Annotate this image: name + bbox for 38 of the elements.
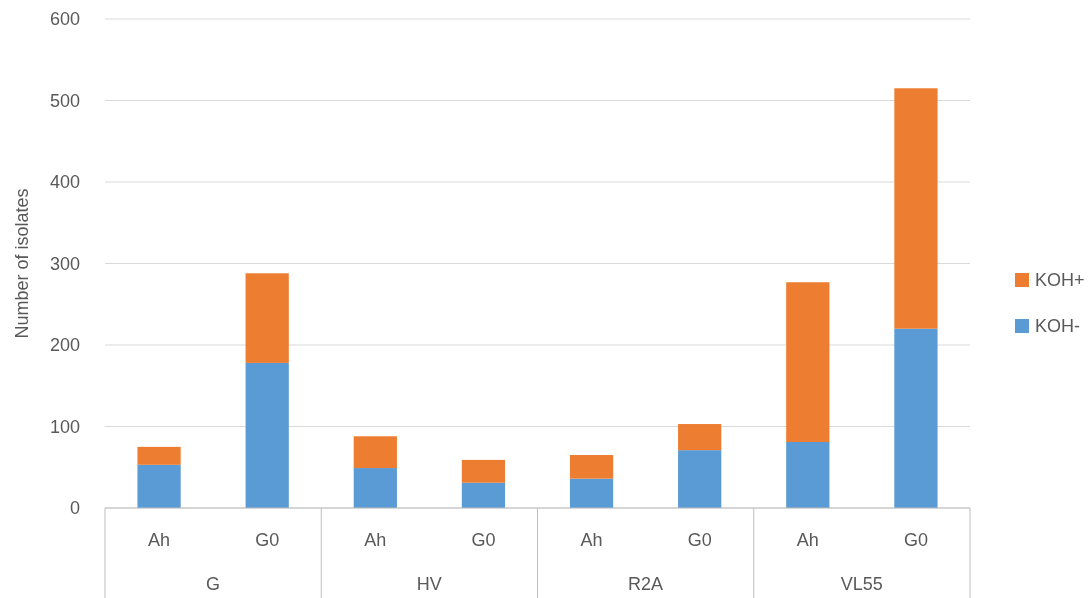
bar xyxy=(353,436,397,469)
bar xyxy=(461,459,506,483)
x-tick-label: Ah xyxy=(580,530,603,550)
bar xyxy=(569,478,614,508)
x-tick-label: Ah xyxy=(364,530,387,550)
bar xyxy=(786,282,830,442)
x-tick-label: Ah xyxy=(796,530,819,550)
bar xyxy=(678,450,722,508)
bar xyxy=(137,464,181,508)
bar xyxy=(245,362,289,508)
text: R2A xyxy=(628,574,664,594)
y-tick-label: 500 xyxy=(49,90,80,111)
bar xyxy=(353,468,397,508)
y-axis-title: Number of isolates xyxy=(12,188,32,339)
y-tick-label: 300 xyxy=(49,253,80,274)
legend-label: KOH+ xyxy=(1035,270,1085,291)
y-tick-label: 600 xyxy=(49,9,80,30)
bar xyxy=(461,482,506,508)
text: G xyxy=(206,574,221,594)
y-tick-label: 400 xyxy=(49,172,80,193)
y-tick-label: 200 xyxy=(49,335,80,356)
x-tick-label: G0 xyxy=(471,530,496,550)
y-tick-label: 0 xyxy=(69,498,80,519)
x-tick-label: G0 xyxy=(903,530,928,550)
y-tick-label: 100 xyxy=(49,416,80,437)
x-tick-label: G0 xyxy=(255,530,280,550)
bar xyxy=(894,328,938,508)
bar xyxy=(894,88,938,329)
x-tick-label: G0 xyxy=(687,530,712,550)
x-tick-label: Ah xyxy=(148,530,171,550)
text: HV xyxy=(416,574,442,594)
bar xyxy=(137,446,181,465)
text: VL55 xyxy=(840,574,883,594)
bar xyxy=(678,424,722,451)
bar xyxy=(569,455,614,479)
bar xyxy=(786,441,830,508)
legend-label: KOH- xyxy=(1035,316,1081,337)
bar xyxy=(245,273,289,363)
